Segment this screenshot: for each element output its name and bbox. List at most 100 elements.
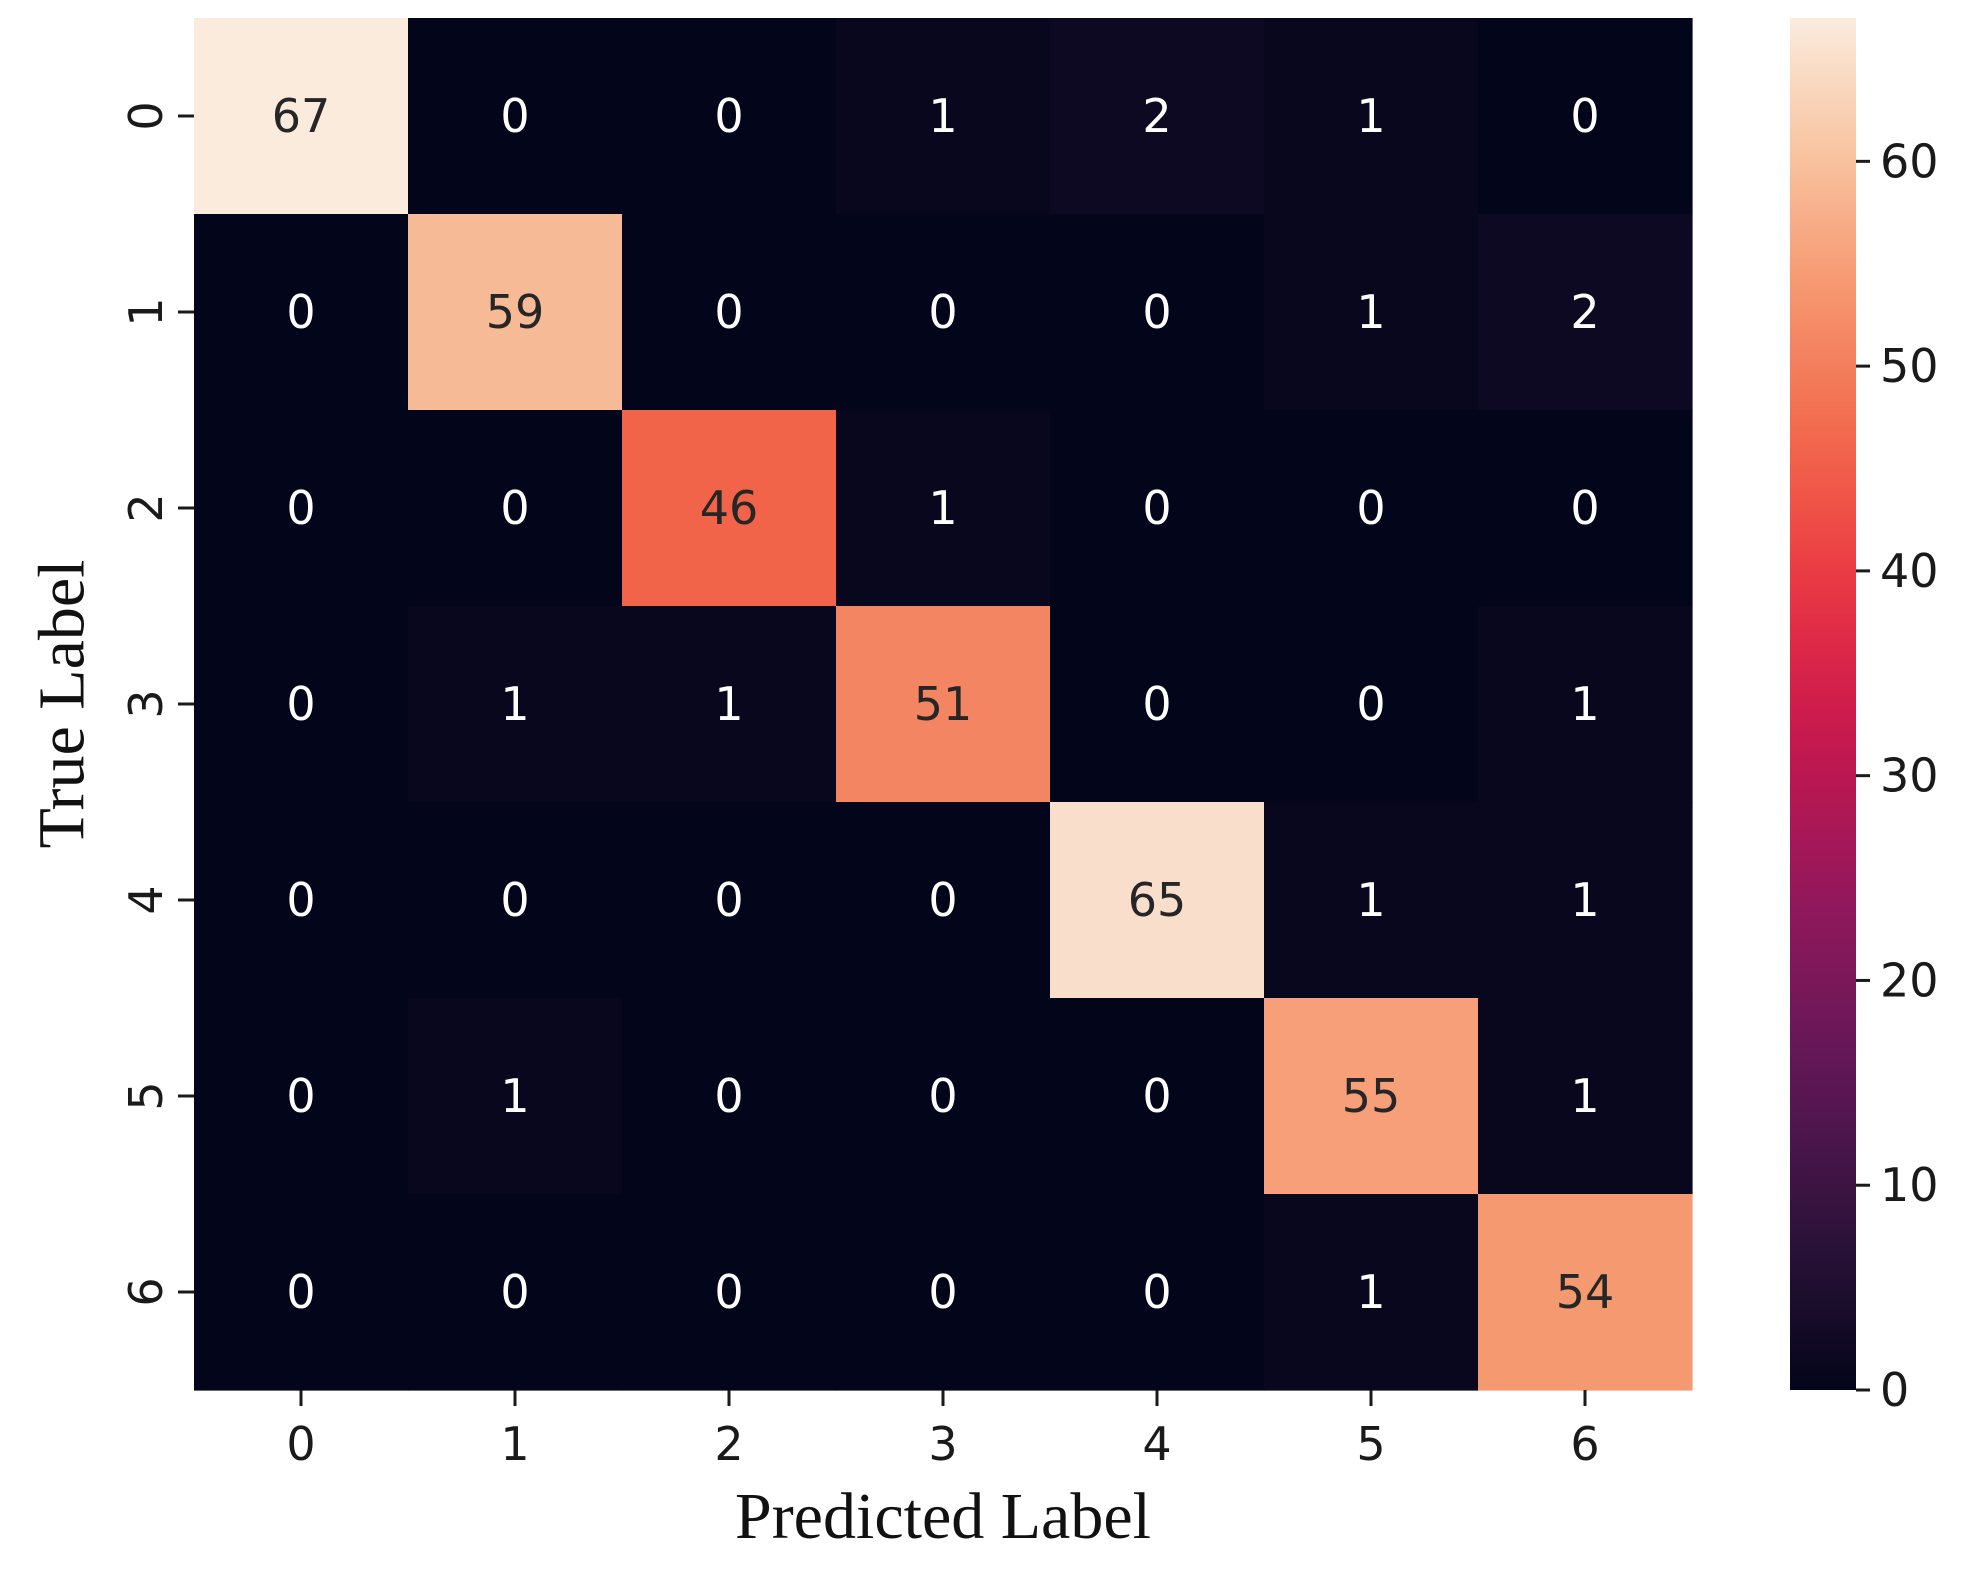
colorbar-tick-label-0: 0 (1880, 1363, 1909, 1417)
cell-label-6-0: 0 (286, 1265, 315, 1319)
cell-0-1 (408, 18, 623, 215)
cell-label-2-0: 0 (286, 481, 315, 535)
colorbar-tick-label-5: 50 (1880, 339, 1939, 393)
cell-label-0-5: 1 (1356, 89, 1385, 143)
cell-6-1 (408, 1194, 623, 1391)
cell-1-0 (194, 214, 409, 411)
cell-label-2-1: 0 (500, 481, 529, 535)
colorbar-gradient (1790, 18, 1856, 1390)
cell-label-1-3: 0 (928, 285, 957, 339)
cell-label-1-6: 2 (1570, 285, 1599, 339)
cell-3-0 (194, 606, 409, 803)
cell-5-1 (408, 998, 623, 1195)
cell-2-3 (836, 410, 1051, 607)
cell-5-5 (1264, 998, 1479, 1195)
x-axis: 0 1 2 3 4 5 6 (286, 1390, 1600, 1471)
x-tick-label-1: 1 (500, 1417, 529, 1471)
cell-label-6-5: 1 (1356, 1265, 1385, 1319)
cell-5-6 (1478, 998, 1693, 1195)
cell-label-2-3: 1 (928, 481, 957, 535)
cell-label-0-2: 0 (714, 89, 743, 143)
cell-label-0-6: 0 (1570, 89, 1599, 143)
cell-4-4 (1050, 802, 1265, 999)
cell-4-3 (836, 802, 1051, 999)
cell-1-6 (1478, 214, 1693, 411)
cell-3-6 (1478, 606, 1693, 803)
cell-label-5-4: 0 (1142, 1069, 1171, 1123)
cell-label-1-0: 0 (286, 285, 315, 339)
y-tick-label-0: 0 (119, 101, 173, 130)
cell-label-6-4: 0 (1142, 1265, 1171, 1319)
cell-4-1 (408, 802, 623, 999)
cell-2-1 (408, 410, 623, 607)
cell-5-4 (1050, 998, 1265, 1195)
cell-4-5 (1264, 802, 1479, 999)
cell-1-1 (408, 214, 623, 411)
cell-4-6 (1478, 802, 1693, 999)
x-axis-title: Predicted Label (735, 1480, 1151, 1553)
y-axis: 0 1 2 3 4 5 6 (119, 101, 194, 1307)
cell-label-2-5: 0 (1356, 481, 1385, 535)
cell-6-5 (1264, 1194, 1479, 1391)
cell-2-6 (1478, 410, 1693, 607)
cell-label-2-6: 0 (1570, 481, 1599, 535)
cell-0-5 (1264, 18, 1479, 215)
cell-1-5 (1264, 214, 1479, 411)
cell-6-0 (194, 1194, 409, 1391)
cell-0-6 (1478, 18, 1693, 215)
cell-2-2 (622, 410, 837, 607)
cell-0-2 (622, 18, 837, 215)
cell-label-4-5: 1 (1356, 873, 1385, 927)
cell-label-4-3: 0 (928, 873, 957, 927)
cell-0-3 (836, 18, 1051, 215)
cell-0-0 (194, 18, 409, 215)
cell-label-5-2: 0 (714, 1069, 743, 1123)
y-tick-label-2: 2 (119, 493, 173, 522)
x-tick-label-5: 5 (1356, 1417, 1385, 1471)
cell-6-6 (1478, 1194, 1693, 1391)
y-tick-label-6: 6 (119, 1277, 173, 1306)
cell-6-3 (836, 1194, 1051, 1391)
cell-6-2 (622, 1194, 837, 1391)
cell-label-2-4: 0 (1142, 481, 1171, 535)
cell-5-0 (194, 998, 409, 1195)
cell-label-3-3: 51 (914, 677, 973, 731)
y-tick-label-3: 3 (119, 689, 173, 718)
cell-label-3-2: 1 (714, 677, 743, 731)
cell-label-5-0: 0 (286, 1069, 315, 1123)
cell-label-4-1: 0 (500, 873, 529, 927)
cell-3-5 (1264, 606, 1479, 803)
heatmap-cells (194, 18, 1693, 1391)
cell-label-4-4: 65 (1128, 873, 1187, 927)
cell-6-4 (1050, 1194, 1265, 1391)
cell-label-3-1: 1 (500, 677, 529, 731)
colorbar-tick-label-3: 30 (1880, 749, 1939, 803)
cell-label-0-1: 0 (500, 89, 529, 143)
y-tick-label-5: 5 (119, 1081, 173, 1110)
cell-3-4 (1050, 606, 1265, 803)
cell-label-0-0: 67 (272, 89, 331, 143)
cell-1-4 (1050, 214, 1265, 411)
cell-5-2 (622, 998, 837, 1195)
cell-label-4-6: 1 (1570, 873, 1599, 927)
y-tick-label-4: 4 (119, 885, 173, 914)
cell-label-6-3: 0 (928, 1265, 957, 1319)
cell-1-3 (836, 214, 1051, 411)
colorbar-tick-label-4: 40 (1880, 544, 1939, 598)
colorbar-tick-label-6: 60 (1880, 134, 1939, 188)
cell-3-2 (622, 606, 837, 803)
colorbar-tick-label-1: 10 (1880, 1158, 1939, 1212)
cell-label-1-4: 0 (1142, 285, 1171, 339)
cell-0-4 (1050, 18, 1265, 215)
colorbar-tick-label-2: 20 (1880, 953, 1939, 1007)
x-tick-label-3: 3 (928, 1417, 957, 1471)
cell-4-2 (622, 802, 837, 999)
cell-label-5-3: 0 (928, 1069, 957, 1123)
cell-label-4-2: 0 (714, 873, 743, 927)
y-tick-label-1: 1 (119, 297, 173, 326)
cell-label-3-4: 0 (1142, 677, 1171, 731)
cell-2-0 (194, 410, 409, 607)
cell-label-5-5: 55 (1342, 1069, 1401, 1123)
cell-annotations: 67 0 0 1 2 1 0 0 59 0 0 0 1 2 0 0 46 1 0 0 0 0 1 1 51 0 0 1 0 0 0 0 65 1 1… (272, 89, 1615, 1319)
